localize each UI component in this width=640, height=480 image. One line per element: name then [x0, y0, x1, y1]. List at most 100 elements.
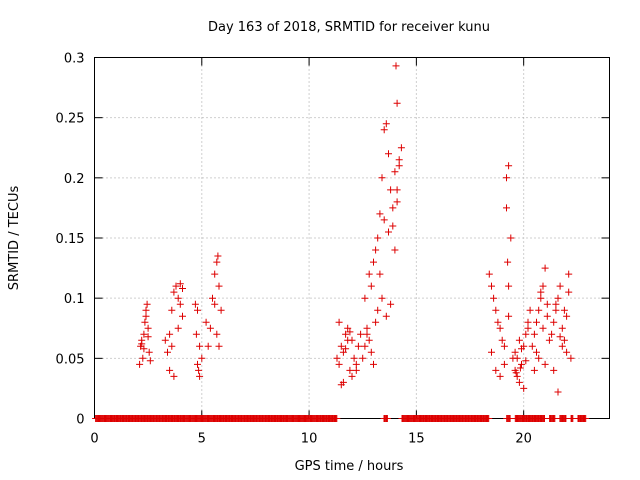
- data-point: [387, 186, 395, 194]
- data-point: [537, 294, 545, 302]
- y-axis-label: SRMTID / TECUs: [7, 186, 22, 291]
- data-point: [522, 330, 530, 338]
- axis-ticks: 0 0.05 0.1 0.15 0.2 0.25 0.3 0 5 10 15 20: [56, 52, 610, 447]
- data-point: [488, 348, 495, 356]
- data-point: [378, 174, 386, 182]
- data-point: [515, 378, 523, 386]
- data-point: [213, 258, 221, 266]
- data-point: [363, 330, 371, 338]
- data-point: [565, 270, 573, 278]
- data-point: [522, 357, 530, 365]
- data-point: [209, 294, 216, 302]
- data-point: [554, 294, 562, 302]
- data-point: [565, 288, 573, 296]
- data-point: [535, 354, 543, 362]
- data-point: [516, 364, 524, 372]
- data-point: [378, 294, 386, 302]
- data-point: [535, 306, 543, 314]
- data-point: [342, 345, 350, 353]
- data-point: [142, 312, 150, 320]
- data-point: [500, 342, 508, 350]
- data-point: [395, 162, 403, 170]
- data-point: [370, 360, 377, 368]
- x-tick-label: 5: [198, 432, 206, 447]
- data-point: [370, 258, 377, 266]
- data-point: [213, 330, 221, 338]
- data-point: [204, 342, 212, 350]
- data-point: [350, 354, 358, 362]
- data-point: [556, 333, 564, 341]
- y-tick-label: 0.15: [56, 232, 85, 247]
- data-point: [558, 342, 566, 350]
- data-point: [136, 360, 144, 368]
- data-point: [176, 280, 184, 288]
- data-point: [543, 312, 551, 320]
- x-tick-label: 10: [301, 432, 318, 447]
- data-point: [138, 340, 146, 348]
- data-point: [198, 354, 206, 362]
- chart-title: Day 163 of 2018, SRMTID for receiver kun…: [208, 20, 490, 35]
- plot-frame: [94, 57, 610, 419]
- grid: [94, 57, 610, 419]
- data-point: [194, 306, 201, 314]
- data-point: [490, 294, 498, 302]
- data-point: [518, 345, 525, 353]
- y-tick-label: 0.1: [64, 292, 85, 307]
- data-point: [520, 384, 528, 392]
- x-tick-label: 15: [408, 432, 425, 447]
- data-point: [372, 246, 380, 254]
- data-point: [383, 415, 391, 422]
- data-point: [393, 99, 401, 107]
- data-point: [348, 372, 356, 380]
- data-point: [515, 336, 523, 344]
- data-point: [166, 330, 174, 338]
- data-point: [174, 324, 182, 332]
- data-point: [563, 348, 571, 356]
- data-point: [374, 306, 382, 314]
- data-point: [217, 306, 225, 314]
- data-point: [346, 328, 354, 336]
- data-point: [170, 288, 178, 296]
- data-point: [352, 360, 360, 368]
- data-point: [380, 126, 388, 134]
- data-point: [560, 306, 568, 314]
- data-point: [488, 282, 495, 290]
- data-point: [367, 348, 375, 356]
- data-point: [168, 306, 176, 314]
- data-point: [348, 336, 356, 344]
- data-point: [492, 366, 500, 374]
- data-point: [560, 336, 568, 344]
- data-point: [376, 210, 384, 218]
- data-point: [494, 318, 502, 326]
- data-point: [385, 228, 392, 236]
- data-point: [202, 318, 210, 326]
- data-point: [191, 300, 199, 308]
- data-point: [214, 252, 222, 260]
- data-point: [363, 324, 371, 332]
- x-tick-label: 0: [90, 432, 98, 447]
- y-tick-label: 0: [76, 413, 84, 428]
- data-point: [335, 360, 343, 368]
- data-point: [140, 330, 148, 338]
- data-point: [530, 366, 538, 374]
- data-point: [505, 162, 513, 170]
- data-point: [498, 336, 506, 344]
- data-point: [372, 318, 380, 326]
- data-point: [558, 324, 566, 332]
- data-point: [144, 324, 152, 332]
- data-point: [505, 312, 513, 320]
- data-point: [141, 318, 149, 326]
- data-point: [513, 372, 521, 380]
- data-point: [365, 336, 373, 344]
- data-point: [344, 324, 352, 332]
- data-point: [357, 330, 365, 338]
- data-point: [485, 415, 493, 422]
- data-point: [511, 348, 519, 356]
- data-point: [539, 324, 547, 332]
- data-point: [513, 354, 521, 362]
- data-point: [382, 312, 390, 320]
- data-point: [337, 381, 345, 389]
- data-point: [582, 415, 590, 422]
- data-point: [339, 348, 347, 356]
- data-point: [524, 324, 532, 332]
